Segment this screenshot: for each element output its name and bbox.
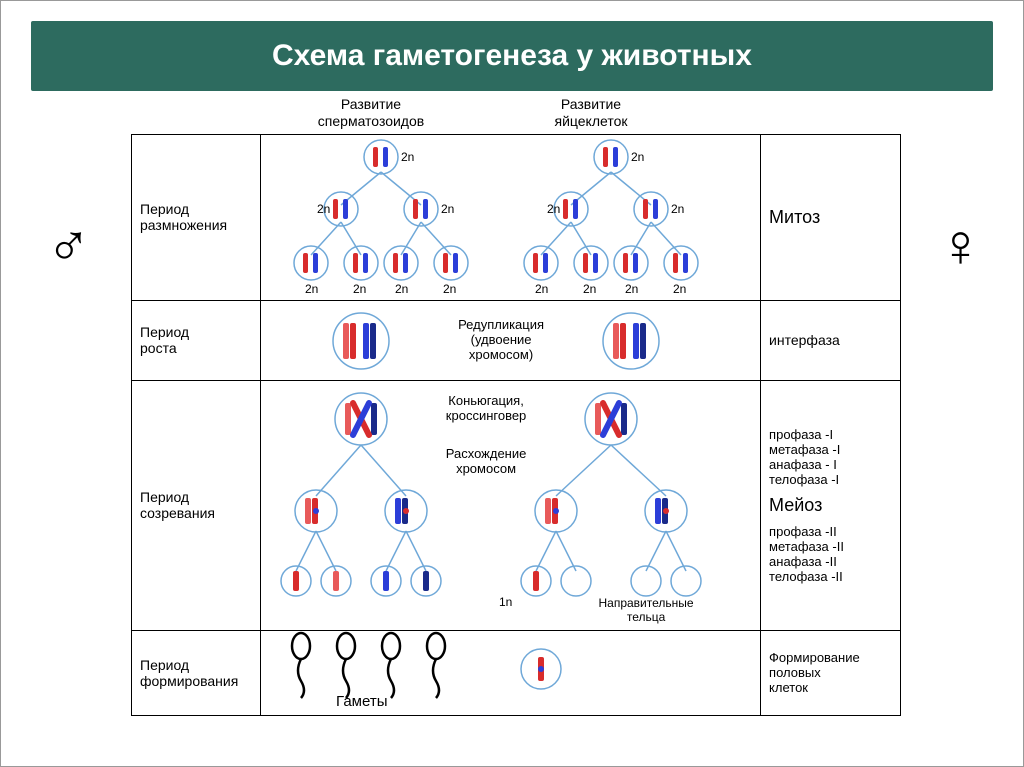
label-formation-right: Формирование половых клеток xyxy=(761,631,900,715)
svg-text:2n: 2n xyxy=(547,202,560,216)
label-meiosis: профаза -I метафаза -I анафаза - I телоф… xyxy=(761,381,900,630)
svg-text:2n: 2n xyxy=(305,282,318,296)
svg-text:2n: 2n xyxy=(631,150,644,164)
label-growth: Период роста xyxy=(132,301,261,380)
svg-text:2n: 2n xyxy=(353,282,366,296)
diagram: Развитие сперматозоидов Развитие яйцекле… xyxy=(131,96,901,716)
svg-text:2n: 2n xyxy=(441,202,454,216)
svg-text:2n: 2n xyxy=(673,282,686,296)
label-interphase: интерфаза xyxy=(761,301,900,380)
text-polar-bodies: Направительные тельца xyxy=(571,596,721,624)
row-reproduction: Период размножения xyxy=(132,135,900,300)
male-symbol-icon: ♂ xyxy=(46,211,91,280)
diagram-growth: Редупликация (удвоение хромосом) xyxy=(261,301,761,380)
svg-text:2n: 2n xyxy=(317,202,330,216)
row-growth: Период роста xyxy=(132,300,900,380)
text-gametes: Гаметы xyxy=(336,693,387,710)
header-sperm: Развитие сперматозоидов xyxy=(261,96,481,130)
label-mitosis: Митоз xyxy=(761,135,900,300)
svg-text:2n: 2n xyxy=(625,282,638,296)
slide: Схема гаметогенеза у животных ♂ ♀ Развит… xyxy=(0,0,1024,767)
gametogenesis-table: Период размножения xyxy=(131,134,901,716)
label-maturation: Период созревания xyxy=(132,381,261,630)
mitosis-tree-svg: 2n 2n 2n 2n 2n 2n 2n xyxy=(261,135,761,300)
svg-text:2n: 2n xyxy=(395,282,408,296)
title-bar: Схема гаметогенеза у животных xyxy=(31,21,993,91)
row-formation: Период формирования xyxy=(132,630,900,715)
column-headers: Развитие сперматозоидов Развитие яйцекле… xyxy=(261,96,901,130)
diagram-formation: Гаметы xyxy=(261,631,761,715)
text-separation: Расхождение хромосом xyxy=(426,446,546,476)
text-crossingover: Коньюгация, кроссинговер xyxy=(416,393,556,423)
svg-text:2n: 2n xyxy=(671,202,684,216)
text-reduplication: Редупликация (удвоение хромосом) xyxy=(426,317,576,362)
svg-text:2n: 2n xyxy=(583,282,596,296)
label-formation: Период формирования xyxy=(132,631,261,715)
label-reproduction: Период размножения xyxy=(132,135,261,300)
svg-text:2n: 2n xyxy=(535,282,548,296)
row-maturation: Период созревания xyxy=(132,380,900,630)
svg-text:2n: 2n xyxy=(443,282,456,296)
svg-text:2n: 2n xyxy=(401,150,414,164)
header-egg: Развитие яйцеклеток xyxy=(481,96,701,130)
female-symbol-icon: ♀ xyxy=(938,211,983,280)
diagram-reproduction: 2n 2n 2n 2n 2n 2n 2n xyxy=(261,135,761,300)
diagram-maturation: 1n Коньюгация, кроссинговер Расхождение … xyxy=(261,381,761,630)
ploidy-1n: 1n xyxy=(499,595,512,609)
